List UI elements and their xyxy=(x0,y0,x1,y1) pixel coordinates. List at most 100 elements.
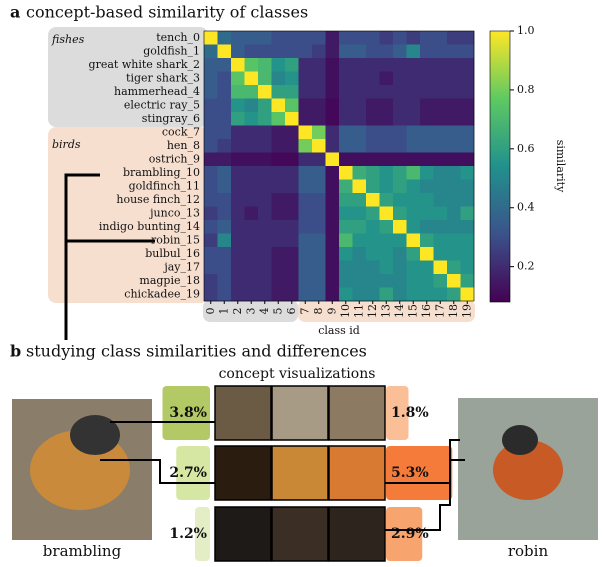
heat-cell xyxy=(258,274,272,288)
heat-cell xyxy=(393,31,407,45)
heat-cell xyxy=(272,126,286,140)
heat-cell xyxy=(231,288,245,302)
heat-cell xyxy=(312,31,326,45)
concept-image xyxy=(215,446,271,500)
heat-cell xyxy=(231,247,245,261)
heat-cell xyxy=(461,45,475,59)
heat-cell xyxy=(393,261,407,275)
row-label: house finch_12 xyxy=(116,193,200,206)
heat-cell xyxy=(380,247,394,261)
heat-cell xyxy=(461,139,475,153)
heat-cell xyxy=(218,112,232,126)
heat-cell xyxy=(312,45,326,59)
heat-cell xyxy=(231,220,245,234)
heat-cell xyxy=(204,85,218,99)
heat-cell xyxy=(231,153,245,167)
row-label: indigo bunting_14 xyxy=(99,220,200,233)
heat-cell xyxy=(447,72,461,86)
heat-cell xyxy=(299,274,313,288)
heat-cell xyxy=(353,234,367,248)
heat-cell xyxy=(258,207,272,221)
heat-cell xyxy=(285,139,299,153)
heat-cell xyxy=(366,153,380,167)
row-label: electric ray_5 xyxy=(124,98,200,111)
heat-cell xyxy=(407,72,421,86)
concept-strips: 3.8%1.8%2.7%5.3%1.2%2.9% xyxy=(163,386,453,561)
heat-cell xyxy=(326,45,340,59)
heat-cell xyxy=(326,85,340,99)
heat-cell xyxy=(339,288,353,302)
x-tick-label: 6 xyxy=(285,308,298,315)
heat-cell xyxy=(204,112,218,126)
heat-cell xyxy=(272,180,286,194)
heat-cell xyxy=(434,261,448,275)
heat-cell xyxy=(420,220,434,234)
heat-cell xyxy=(380,85,394,99)
heat-cell xyxy=(353,207,367,221)
heat-cell xyxy=(231,193,245,207)
heat-cell xyxy=(285,72,299,86)
row-label: hammerhead_4 xyxy=(114,85,200,98)
heat-cell xyxy=(218,193,232,207)
concept-image xyxy=(272,386,328,440)
heat-cell xyxy=(258,166,272,180)
heat-cell xyxy=(447,288,461,302)
row-label: great white shark_2 xyxy=(89,58,200,71)
concept-image xyxy=(215,386,271,440)
heat-cell xyxy=(231,31,245,45)
heat-cell xyxy=(218,220,232,234)
heat-cell xyxy=(407,58,421,72)
heat-cell xyxy=(204,247,218,261)
heat-cell xyxy=(285,166,299,180)
heat-cell xyxy=(245,180,259,194)
heat-cell xyxy=(272,139,286,153)
heat-cell xyxy=(272,72,286,86)
heat-cell xyxy=(231,207,245,221)
heat-cell xyxy=(353,58,367,72)
heat-cell xyxy=(204,193,218,207)
heat-cell xyxy=(447,247,461,261)
heat-cell xyxy=(299,261,313,275)
heat-cell xyxy=(380,193,394,207)
heat-cell xyxy=(285,45,299,59)
heat-cell xyxy=(447,139,461,153)
heat-cell xyxy=(285,126,299,140)
percent-label: 2.7% xyxy=(169,465,207,481)
heat-cell xyxy=(339,166,353,180)
heat-cell xyxy=(353,288,367,302)
x-tick-label: 16 xyxy=(420,304,433,318)
heat-cell xyxy=(245,45,259,59)
percent-label: 1.8% xyxy=(391,405,429,421)
heat-cell xyxy=(420,58,434,72)
heat-cell xyxy=(218,234,232,248)
heat-cell xyxy=(204,31,218,45)
heat-cell xyxy=(407,193,421,207)
heat-cell xyxy=(407,180,421,194)
x-tick-label: 12 xyxy=(366,304,379,318)
heat-cell xyxy=(366,45,380,59)
heat-cell xyxy=(299,85,313,99)
heat-cell xyxy=(258,180,272,194)
heat-cell xyxy=(204,274,218,288)
heat-cell xyxy=(393,234,407,248)
x-tick-label: 1 xyxy=(217,308,230,315)
heat-cell xyxy=(218,85,232,99)
heat-cell xyxy=(299,234,313,248)
heat-cell xyxy=(272,274,286,288)
heat-cell xyxy=(299,288,313,302)
heat-cell xyxy=(353,112,367,126)
heat-cell xyxy=(393,247,407,261)
heat-cell xyxy=(420,207,434,221)
x-tick-label: 10 xyxy=(339,304,352,318)
heat-cell xyxy=(312,58,326,72)
heat-cell xyxy=(353,220,367,234)
heat-cell xyxy=(366,72,380,86)
colorbar-label: similarity xyxy=(554,140,567,193)
heat-cell xyxy=(447,85,461,99)
heat-cell xyxy=(393,85,407,99)
heat-cell xyxy=(245,85,259,99)
heat-cell xyxy=(218,72,232,86)
heat-cell xyxy=(299,207,313,221)
heat-cell xyxy=(353,193,367,207)
concept-image xyxy=(215,507,271,561)
